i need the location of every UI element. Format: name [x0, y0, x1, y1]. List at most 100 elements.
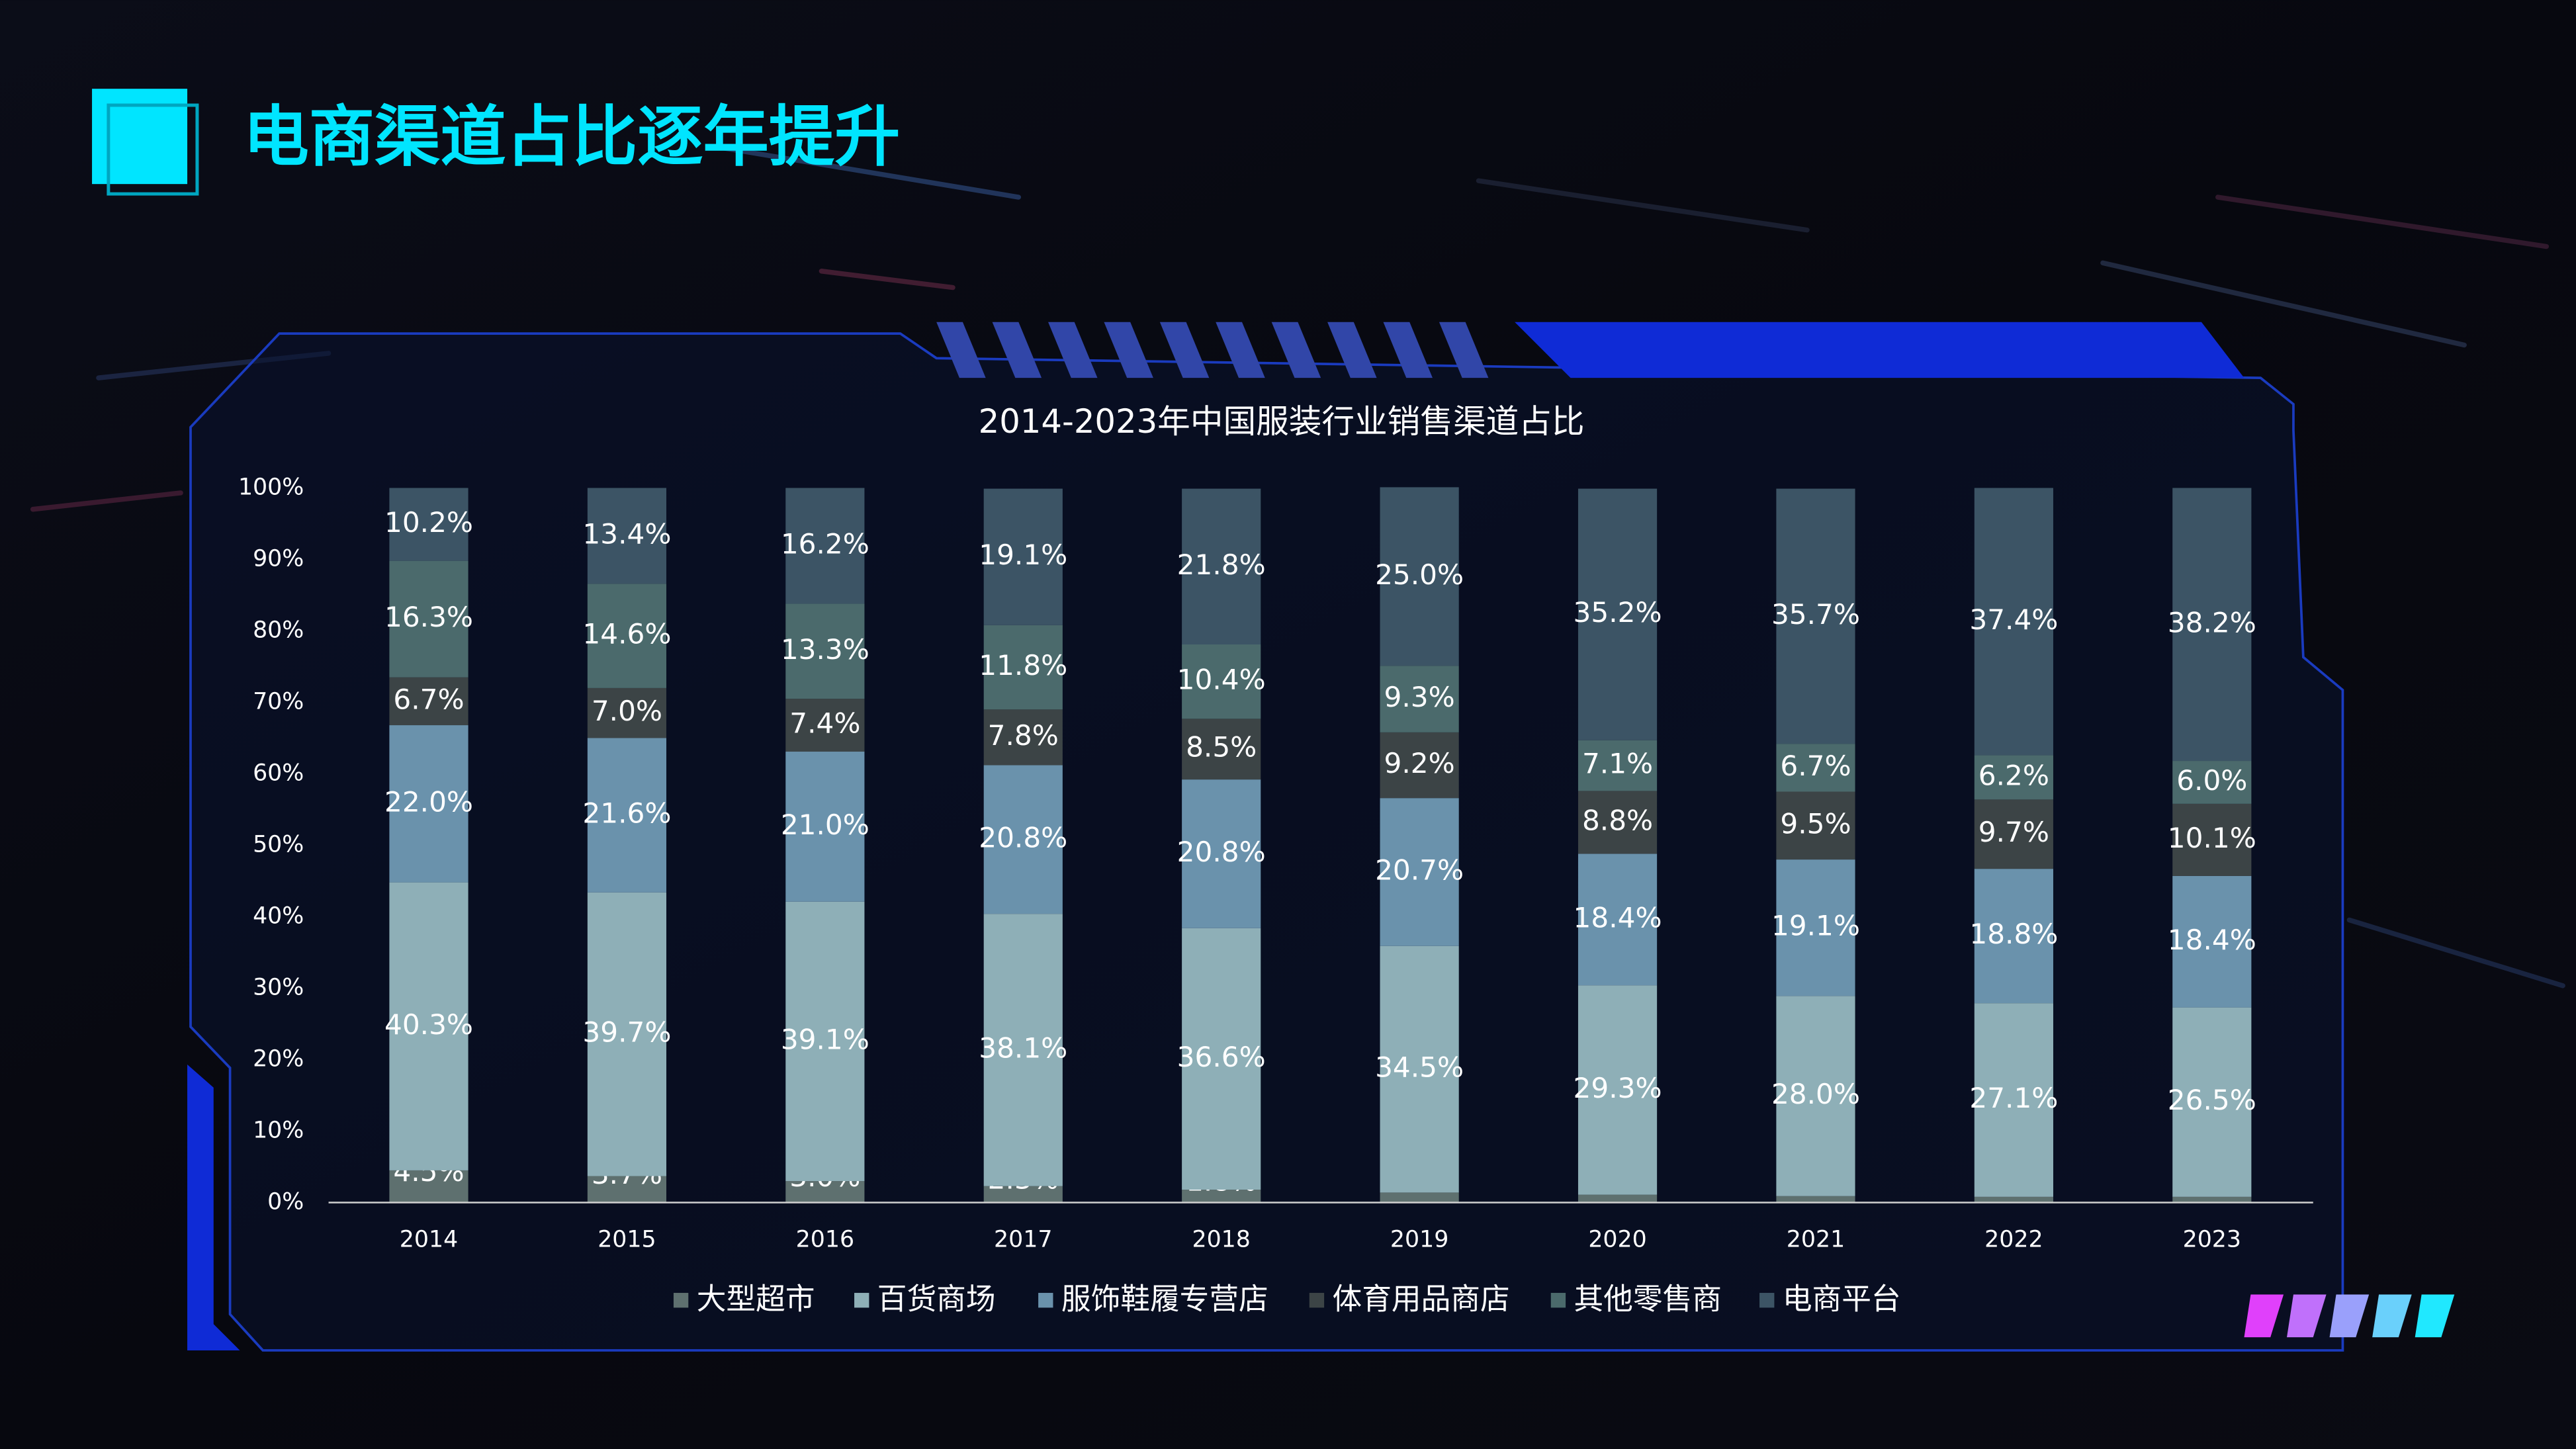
value-label: 19.1%	[1771, 910, 1860, 942]
value-label: 38.1%	[979, 1032, 1067, 1064]
value-label: 14.6%	[582, 618, 671, 650]
value-label: 8.5%	[1186, 731, 1257, 764]
bar-segment	[1380, 666, 1459, 732]
bar-segment	[785, 699, 865, 752]
bar-segment	[1380, 732, 1459, 799]
bar-segment	[785, 901, 865, 1182]
bar-segment	[389, 488, 468, 561]
y-tick-label: 90%	[253, 545, 304, 572]
value-label: 9.3%	[1384, 681, 1455, 713]
value-label: 27.1%	[1969, 1082, 2058, 1114]
value-label: 10.4%	[1177, 664, 1266, 696]
bar-segment	[389, 725, 468, 883]
value-label: 20.8%	[979, 821, 1067, 854]
value-label: 7.8%	[988, 719, 1059, 752]
frame-corner	[187, 1064, 240, 1350]
y-tick-label: 20%	[253, 1045, 304, 1072]
bar-segment	[587, 738, 667, 893]
bar-segment	[1182, 488, 1261, 645]
x-tick-label: 2017	[994, 1227, 1052, 1253]
bar-segment	[1577, 791, 1658, 854]
value-label: 13.3%	[781, 633, 869, 666]
bar-segment	[1577, 740, 1658, 791]
bar-segment	[2172, 875, 2252, 1008]
legend-swatch	[854, 1293, 869, 1308]
value-label: 19.1%	[979, 539, 1067, 571]
value-label: 7.0%	[592, 695, 662, 727]
value-label: 8.8%	[1582, 804, 1653, 836]
legend-swatch	[1038, 1293, 1053, 1308]
bar-segment	[587, 584, 667, 688]
value-label: 29.3%	[1574, 1072, 1662, 1104]
value-label: 13.4%	[582, 517, 671, 550]
legend-swatch	[673, 1293, 689, 1308]
value-label: 18.8%	[1969, 918, 2058, 950]
frame-stripes	[936, 322, 1489, 378]
bar-segment	[1776, 488, 1855, 744]
value-label: 6.7%	[393, 683, 464, 715]
bar-segment	[1182, 719, 1261, 780]
legend-label: 大型超市	[697, 1282, 815, 1316]
title-icon	[92, 89, 188, 185]
bar-segment	[2172, 1196, 2252, 1203]
value-label: 10.1%	[2168, 822, 2256, 854]
legend-label: 服饰鞋履专营店	[1061, 1282, 1268, 1316]
legend-label: 其他零售商	[1574, 1282, 1722, 1316]
deco-blocks	[2244, 1294, 2455, 1338]
bar-segment	[1974, 755, 2053, 800]
x-tick-label: 2021	[1787, 1227, 1845, 1253]
bar-segment	[389, 1170, 468, 1203]
value-label: 9.5%	[1780, 807, 1851, 840]
bar-segment	[1776, 744, 1855, 792]
value-label: 20.8%	[1177, 836, 1266, 868]
bar-segment	[1776, 1196, 1855, 1203]
chart-title: 2014-2023年中国服装行业销售渠道占比	[979, 402, 1585, 441]
legend-label: 电商平台	[1783, 1282, 1901, 1316]
legend-label: 体育用品商店	[1333, 1282, 1510, 1316]
y-tick-label: 50%	[253, 831, 304, 857]
bar-segment	[1577, 1194, 1658, 1203]
value-label: 6.7%	[1780, 750, 1851, 782]
y-tick-label: 30%	[253, 974, 304, 1000]
bar-segment	[1974, 1196, 2053, 1203]
title-icon-shadow	[107, 103, 199, 196]
value-label: 37.4%	[1969, 603, 2058, 636]
value-label: 16.3%	[384, 601, 473, 633]
legend-swatch	[1309, 1293, 1325, 1308]
bar-segment	[983, 1186, 1063, 1203]
bar-segment	[983, 488, 1063, 625]
bar-segment	[1974, 488, 2053, 756]
y-tick-label: 70%	[253, 688, 304, 715]
y-tick-label: 100%	[238, 474, 304, 500]
value-label: 40.3%	[384, 1008, 473, 1041]
bar-segment	[983, 709, 1063, 766]
value-label: 21.8%	[1177, 549, 1266, 581]
y-tick-label: 10%	[253, 1117, 304, 1143]
bar-segment	[587, 1176, 667, 1203]
speed-lines	[30, 145, 2565, 988]
x-tick-label: 2019	[1390, 1227, 1448, 1253]
bar-segment	[389, 560, 468, 678]
value-label: 39.7%	[582, 1016, 671, 1049]
legend-swatch	[1550, 1293, 1566, 1308]
legend-label: 百货商场	[877, 1282, 996, 1316]
bar-segment	[1380, 487, 1459, 666]
y-tick-label: 80%	[253, 617, 304, 643]
bar-segment	[983, 914, 1063, 1186]
value-label: 34.5%	[1375, 1051, 1464, 1084]
bar-segment	[1182, 1190, 1261, 1203]
y-tick-label: 60%	[253, 760, 304, 786]
value-label: 18.4%	[2168, 924, 2256, 956]
x-tick-label: 2023	[2183, 1227, 2241, 1253]
value-label: 28.0%	[1771, 1078, 1860, 1110]
bar-segment	[1776, 859, 1855, 996]
bar-segment	[1974, 1003, 2053, 1197]
value-label: 21.6%	[582, 797, 671, 830]
bar-segment	[587, 687, 667, 738]
bar-segment	[2172, 488, 2252, 762]
bar-segment	[983, 765, 1063, 914]
bar-segment	[1974, 869, 2053, 1004]
x-tick-label: 2016	[796, 1227, 854, 1253]
